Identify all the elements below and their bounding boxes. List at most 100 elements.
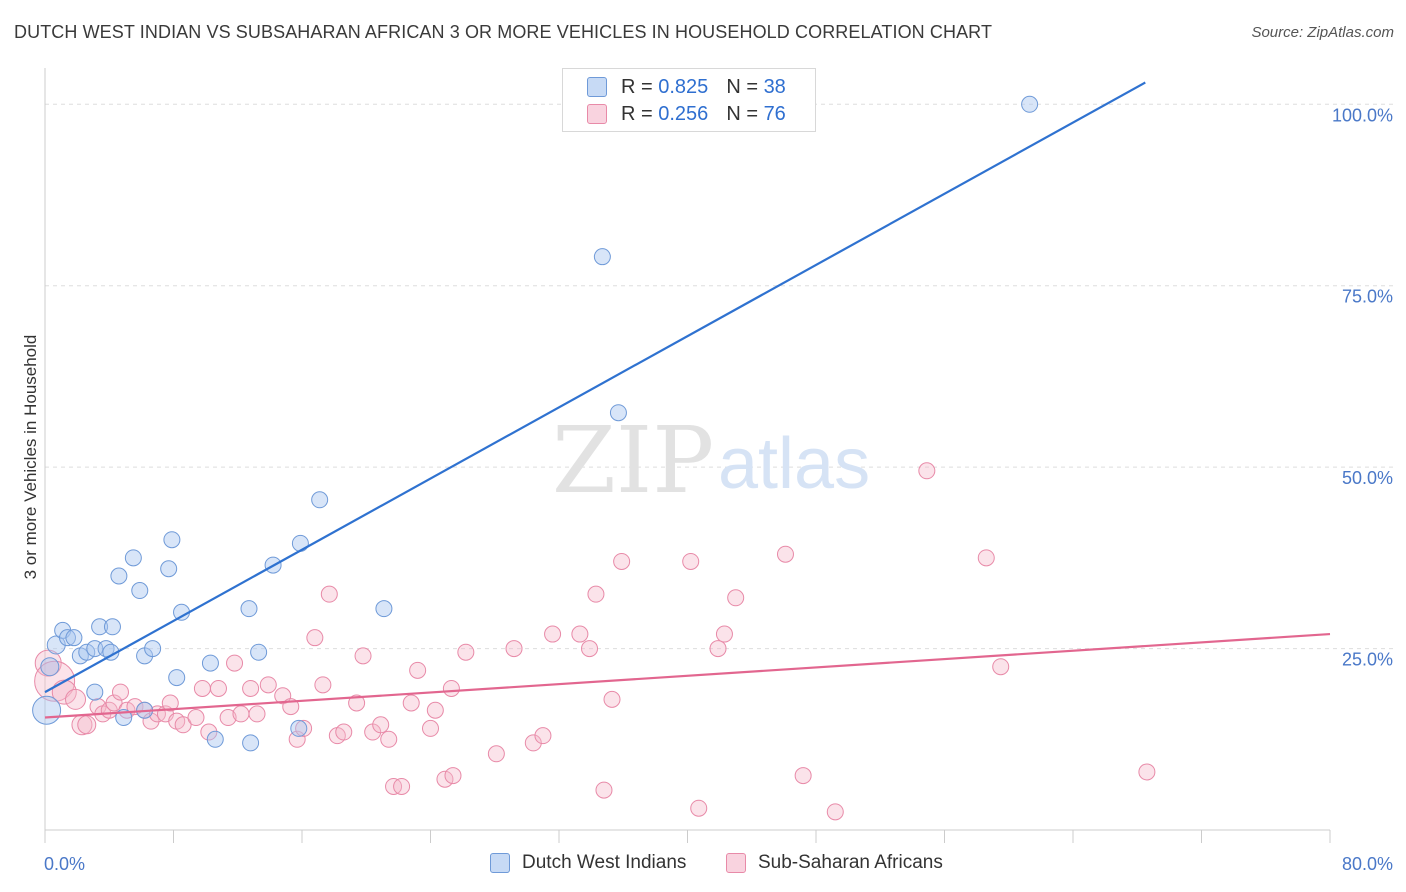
- point-dutch-west-indians: [86, 683, 104, 701]
- point-dutch-west-indians: [110, 567, 128, 585]
- point-sub-saharan-africans: [603, 690, 621, 708]
- point-dutch-west-indians: [609, 404, 627, 422]
- point-sub-saharan-africans: [51, 679, 77, 705]
- point-sub-saharan-africans: [534, 727, 552, 745]
- point-sub-saharan-africans: [348, 694, 366, 712]
- point-sub-saharan-africans: [1138, 763, 1156, 781]
- point-dutch-west-indians: [593, 248, 611, 266]
- point-sub-saharan-africans: [727, 589, 745, 607]
- legend-r-label: R =: [621, 102, 653, 125]
- legend-n-value: 38: [763, 75, 786, 98]
- point-sub-saharan-africans: [587, 585, 605, 603]
- point-sub-saharan-africans: [505, 640, 523, 658]
- point-dutch-west-indians: [168, 669, 186, 687]
- legend-r-label: R =: [621, 75, 653, 98]
- point-sub-saharan-africans: [306, 629, 324, 647]
- legend-swatch-pink: [587, 104, 607, 124]
- point-dutch-west-indians: [375, 600, 393, 618]
- point-dutch-west-indians: [240, 600, 258, 618]
- source-credit: Source: ZipAtlas.com: [1251, 24, 1394, 41]
- point-dutch-west-indians: [32, 695, 62, 725]
- point-dutch-west-indians: [78, 643, 96, 661]
- watermark-atlas: atlas: [718, 424, 870, 504]
- point-sub-saharan-africans: [219, 709, 237, 727]
- point-sub-saharan-africans: [372, 716, 390, 734]
- x-tick-label-min: 0.0%: [44, 854, 85, 874]
- point-sub-saharan-africans: [77, 715, 97, 735]
- point-sub-saharan-africans: [444, 767, 462, 785]
- point-sub-saharan-africans: [436, 770, 454, 788]
- point-sub-saharan-africans: [794, 767, 812, 785]
- point-dutch-west-indians: [290, 719, 308, 737]
- x-tick-label-max: 80.0%: [1342, 854, 1393, 874]
- series-dutch-west-indians: [32, 95, 1039, 752]
- point-dutch-west-indians: [250, 643, 268, 661]
- gridlines: [45, 103, 1393, 650]
- point-sub-saharan-africans: [442, 679, 460, 697]
- bottom-legend-item-dutch-west-indians: Dutch West Indians: [490, 852, 686, 874]
- point-sub-saharan-africans: [380, 730, 398, 748]
- point-sub-saharan-africans: [709, 640, 727, 658]
- point-sub-saharan-africans: [992, 658, 1010, 676]
- point-sub-saharan-africans: [826, 803, 844, 821]
- point-sub-saharan-africans: [581, 640, 599, 658]
- point-sub-saharan-africans: [402, 694, 420, 712]
- legend: R = 0.825 N = 38 R = 0.256 N = 76: [562, 68, 816, 132]
- point-sub-saharan-africans: [111, 683, 129, 701]
- series-sub-saharan-africans: [34, 462, 1156, 821]
- point-sub-saharan-africans: [295, 719, 313, 737]
- point-sub-saharan-africans: [977, 549, 995, 567]
- bottom-legend-swatch-blue: [490, 853, 510, 873]
- x-ticks: [44, 830, 1331, 843]
- point-sub-saharan-africans: [393, 777, 411, 795]
- y-axis-title: 3 or more Vehicles in Household: [21, 335, 40, 580]
- point-sub-saharan-africans: [142, 712, 160, 730]
- point-dutch-west-indians: [124, 549, 142, 567]
- point-dutch-west-indians: [1021, 95, 1039, 113]
- point-sub-saharan-africans: [226, 654, 244, 672]
- point-sub-saharan-africans: [335, 723, 353, 741]
- point-dutch-west-indians: [65, 629, 83, 647]
- point-dutch-west-indians: [160, 560, 178, 578]
- trendline-sub-saharan-africans: [44, 632, 1331, 719]
- point-sub-saharan-africans: [457, 643, 475, 661]
- point-sub-saharan-africans: [314, 676, 332, 694]
- bottom-legend-label: Sub-Saharan Africans: [758, 852, 943, 873]
- point-sub-saharan-africans: [288, 730, 306, 748]
- point-sub-saharan-africans: [776, 545, 794, 563]
- point-dutch-west-indians: [163, 531, 181, 549]
- point-dutch-west-indians: [201, 654, 219, 672]
- point-sub-saharan-africans: [105, 694, 123, 712]
- point-dutch-west-indians: [103, 618, 121, 636]
- point-sub-saharan-africans: [426, 701, 444, 719]
- legend-n-value: 76: [763, 102, 786, 125]
- watermark: ZIP atlas: [552, 407, 870, 514]
- bottom-legend: Dutch West Indians Sub-Saharan Africans: [0, 852, 1406, 878]
- point-sub-saharan-africans: [187, 709, 205, 727]
- point-sub-saharan-africans: [715, 625, 733, 643]
- y-tick-label: 100.0%: [1332, 105, 1393, 125]
- point-sub-saharan-africans: [248, 705, 266, 723]
- trendline-dutch-west-indians: [44, 81, 1146, 694]
- point-sub-saharan-africans: [65, 688, 87, 710]
- point-dutch-west-indians: [291, 534, 309, 552]
- point-dutch-west-indians: [40, 657, 60, 677]
- point-dutch-west-indians: [91, 618, 109, 636]
- bottom-legend-item-sub-saharan-africans: Sub-Saharan Africans: [726, 852, 943, 874]
- point-dutch-west-indians: [144, 640, 162, 658]
- point-sub-saharan-africans: [613, 552, 631, 570]
- point-sub-saharan-africans: [690, 799, 708, 817]
- legend-n-label: N =: [726, 75, 758, 98]
- y-tick-labels: 25.0% 50.0% 75.0% 100.0%: [1332, 105, 1393, 669]
- point-sub-saharan-africans: [918, 462, 936, 480]
- point-sub-saharan-africans: [571, 625, 589, 643]
- bottom-legend-label: Dutch West Indians: [522, 852, 687, 873]
- point-sub-saharan-africans: [595, 781, 613, 799]
- point-dutch-west-indians: [131, 582, 149, 600]
- point-sub-saharan-africans: [209, 679, 227, 697]
- point-sub-saharan-africans: [422, 719, 439, 737]
- legend-n-label: N =: [726, 102, 758, 125]
- watermark-zip: ZIP: [552, 407, 714, 514]
- legend-row-dutch-west-indians: R = 0.825 N = 38: [587, 75, 786, 99]
